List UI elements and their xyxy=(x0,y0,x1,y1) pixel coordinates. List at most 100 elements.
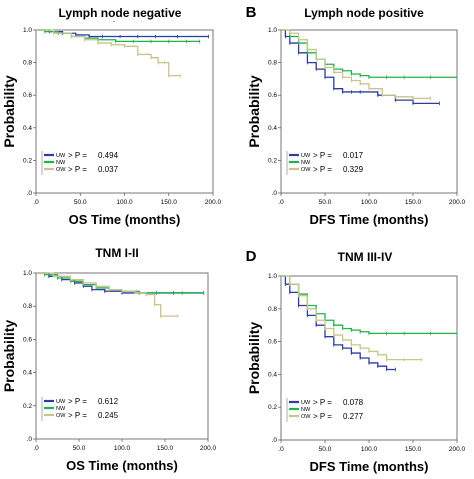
p-value-prefix: > P = xyxy=(68,165,87,174)
chart-title: Lymph node negative xyxy=(59,6,182,20)
x-tick-label: .0 xyxy=(33,445,39,452)
x-axis-label: OS Time (months) xyxy=(66,458,178,473)
p-value-prefix: > P = xyxy=(313,412,332,421)
y-tick-label: 0.2 xyxy=(23,157,32,164)
y-tick-label: 0.6 xyxy=(23,336,32,343)
panel-label: B xyxy=(246,4,257,21)
chart-title: Lymph node positive xyxy=(304,6,424,20)
x-axis-label: OS Time (months) xyxy=(69,212,181,227)
x-tick-label: .0 xyxy=(278,199,284,206)
legend-label-nw: NW xyxy=(301,407,311,413)
y-tick-label: .0 xyxy=(27,190,33,197)
x-tick-label: 200.0 xyxy=(449,446,466,453)
panel-label: D xyxy=(246,248,257,265)
series-line-nw xyxy=(36,29,200,43)
p-value-prefix: > P = xyxy=(313,398,332,407)
y-tick-label: 0.2 xyxy=(268,157,277,164)
x-tick-label: 200.0 xyxy=(449,199,466,206)
km-chart-svg: TNM III-IV D .0 0.2 0.4 0.6 0.8 1.0 .0 50.0 100.0 1… xyxy=(246,248,466,474)
legend-label-uw: UW xyxy=(56,399,66,405)
x-axis-label: DFS Time (months) xyxy=(310,212,429,227)
y-tick-label: .0 xyxy=(272,190,278,197)
y-tick-label: 0.8 xyxy=(23,60,32,67)
x-tick-label: 150.0 xyxy=(405,446,422,453)
legend-label-uw: UW xyxy=(301,400,311,406)
y-tick-label: 0.6 xyxy=(23,92,32,99)
legend-label-nw: NW xyxy=(301,160,311,166)
y-tick-label: 0.2 xyxy=(23,403,32,410)
x-tick-label: 100.0 xyxy=(361,446,378,453)
x-tick-label: .0 xyxy=(33,199,39,206)
x-tick-label: 50.0 xyxy=(73,445,86,452)
x-tick-label: 100.0 xyxy=(116,199,133,206)
y-tick-label: 1.0 xyxy=(268,27,277,34)
plot-frame xyxy=(35,29,214,194)
x-tick-label: .0 xyxy=(278,446,284,453)
x-axis-label: DFS Time (months) xyxy=(310,459,429,474)
y-axis-label: Probability xyxy=(246,322,262,395)
series-line-ow xyxy=(281,29,431,100)
y-axis-label: Probability xyxy=(246,75,262,148)
p-value: 0.329 xyxy=(343,165,364,174)
y-tick-label: 0.8 xyxy=(23,303,32,310)
y-tick-label: 0.6 xyxy=(268,339,277,346)
y-tick-label: 0.4 xyxy=(268,371,277,378)
p-value-prefix: > P = xyxy=(313,151,332,160)
legend-label-ow: OW xyxy=(56,413,66,419)
x-tick-label: 100.0 xyxy=(361,199,378,206)
x-tick-label: 50.0 xyxy=(74,199,87,206)
y-tick-label: 0.6 xyxy=(268,92,277,99)
km-panel-lymph-positive: Lymph node positive B .0 0.2 0.4 0.6 0.8 1.0 .0 5… xyxy=(237,0,474,237)
plot-frame xyxy=(35,272,209,440)
y-tick-label: 0.4 xyxy=(23,370,32,377)
p-value: 0.037 xyxy=(98,165,119,174)
km-chart-svg: Lymph node positive B .0 0.2 0.4 0.6 0.8 1.0 .0 5… xyxy=(246,4,466,227)
p-value-prefix: > P = xyxy=(68,411,87,420)
p-value: 0.612 xyxy=(98,397,119,406)
legend-label-uw: UW xyxy=(301,153,311,159)
km-chart-svg: Lymph node negative- .0 0.2 0.4 0.6 0.8 1.0 .0 5… xyxy=(1,6,222,227)
km-panel-tnm-1-2: TNM I-II .0 0.2 0.4 0.6 0.8 1.0 .0 50.0 100.0 150.… xyxy=(0,237,237,474)
x-tick-label: 50.0 xyxy=(319,446,332,453)
y-tick-label: 1.0 xyxy=(268,273,277,280)
y-tick-label: 0.4 xyxy=(23,125,32,132)
p-value: 0.277 xyxy=(343,412,364,421)
y-tick-label: 0.8 xyxy=(268,306,277,313)
plot-frame xyxy=(280,29,458,194)
series-line-uw xyxy=(281,275,396,371)
p-value: 0.494 xyxy=(98,151,119,160)
p-value: 0.078 xyxy=(343,398,364,407)
x-tick-label: 200.0 xyxy=(200,445,217,452)
y-tick-label: .0 xyxy=(27,436,33,443)
y-tick-label: 0.4 xyxy=(268,125,277,132)
legend-label-ow: OW xyxy=(301,167,311,173)
p-value-prefix: > P = xyxy=(313,165,332,174)
legend-label-nw: NW xyxy=(56,406,66,412)
km-panel-lymph-negative: Lymph node negative - .0 0.2 0.4 0.6 0.8 1.0 .0 5… xyxy=(0,0,237,237)
legend-label-nw: NW xyxy=(56,160,66,166)
p-value: 0.017 xyxy=(343,151,364,160)
legend-label-ow: OW xyxy=(56,167,66,173)
y-tick-label: .0 xyxy=(272,437,278,444)
y-tick-label: 0.2 xyxy=(268,404,277,411)
y-tick-label: 1.0 xyxy=(23,27,32,34)
p-value: 0.245 xyxy=(98,411,119,420)
chart-title: TNM I-II xyxy=(95,246,138,260)
km-panel-tnm-3-4: TNM III-IV D .0 0.2 0.4 0.6 0.8 1.0 .0 50.0 100.0 1… xyxy=(237,237,474,474)
y-axis-label: Probability xyxy=(1,75,17,148)
y-tick-label: 1.0 xyxy=(23,270,32,277)
legend-label-ow: OW xyxy=(301,414,311,420)
title-mark: - xyxy=(113,18,115,25)
p-value-prefix: > P = xyxy=(68,397,87,406)
x-tick-label: 100.0 xyxy=(114,445,131,452)
chart-title: TNM III-IV xyxy=(338,250,393,264)
x-tick-label: 150.0 xyxy=(161,199,178,206)
legend-label-uw: UW xyxy=(56,153,66,159)
x-tick-label: 200.0 xyxy=(205,199,222,206)
km-chart-svg: TNM I-II .0 0.2 0.4 0.6 0.8 1.0 .0 50.0 100.0 150.… xyxy=(1,246,217,473)
x-tick-label: 150.0 xyxy=(157,445,174,452)
p-value-prefix: > P = xyxy=(68,151,87,160)
y-axis-label: Probability xyxy=(1,320,17,393)
y-tick-label: 0.8 xyxy=(268,60,277,67)
x-tick-label: 50.0 xyxy=(319,199,332,206)
